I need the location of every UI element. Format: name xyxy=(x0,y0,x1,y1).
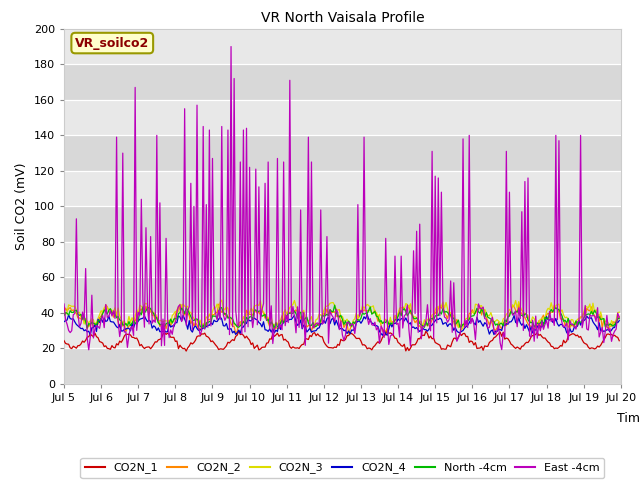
Bar xyxy=(64,277,621,313)
Bar xyxy=(64,206,621,242)
Bar xyxy=(64,100,621,135)
Bar xyxy=(64,64,621,100)
Bar xyxy=(64,29,621,64)
X-axis label: Time: Time xyxy=(616,412,640,425)
Bar xyxy=(64,313,621,348)
Legend: CO2N_1, CO2N_2, CO2N_3, CO2N_4, North -4cm, East -4cm: CO2N_1, CO2N_2, CO2N_3, CO2N_4, North -4… xyxy=(81,458,604,478)
Title: VR North Vaisala Profile: VR North Vaisala Profile xyxy=(260,11,424,25)
Y-axis label: Soil CO2 (mV): Soil CO2 (mV) xyxy=(15,163,28,250)
Bar xyxy=(64,242,621,277)
Bar xyxy=(64,348,621,384)
Bar xyxy=(64,171,621,206)
Text: VR_soilco2: VR_soilco2 xyxy=(75,36,149,49)
Bar xyxy=(64,135,621,171)
